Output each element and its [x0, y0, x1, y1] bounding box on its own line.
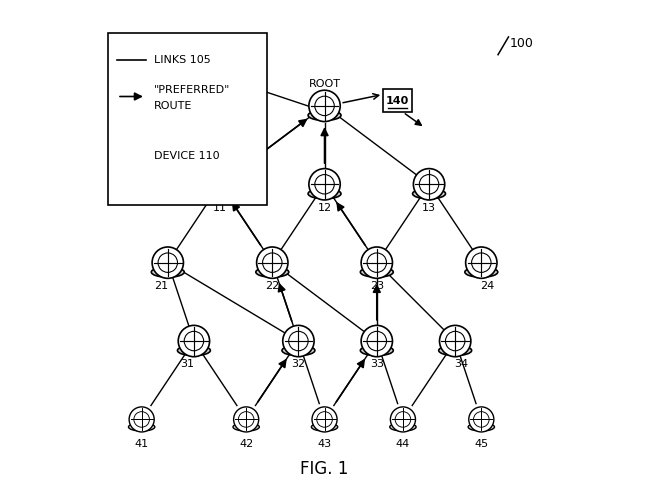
Circle shape	[283, 325, 314, 357]
Text: 100: 100	[510, 37, 534, 50]
FancyBboxPatch shape	[108, 33, 267, 205]
Circle shape	[466, 247, 497, 278]
Text: 41: 41	[135, 439, 149, 449]
Ellipse shape	[390, 423, 416, 431]
Ellipse shape	[360, 267, 393, 277]
Ellipse shape	[151, 267, 184, 277]
Text: 31: 31	[181, 360, 195, 369]
Circle shape	[178, 325, 210, 357]
FancyBboxPatch shape	[190, 64, 229, 95]
Text: 11: 11	[213, 202, 227, 213]
Text: "PREFERRED": "PREFERRED"	[153, 85, 230, 94]
Ellipse shape	[360, 346, 393, 356]
Text: 12: 12	[318, 202, 332, 213]
Ellipse shape	[256, 267, 289, 277]
Circle shape	[152, 247, 184, 278]
Circle shape	[309, 90, 340, 121]
Text: DEVICE 110: DEVICE 110	[153, 150, 219, 161]
Text: 34: 34	[454, 360, 468, 369]
FancyBboxPatch shape	[383, 89, 412, 112]
Circle shape	[312, 407, 337, 432]
Circle shape	[234, 407, 259, 432]
Ellipse shape	[233, 423, 259, 431]
Ellipse shape	[204, 188, 237, 199]
Text: 45: 45	[474, 439, 488, 449]
Ellipse shape	[308, 188, 341, 199]
Text: ROOT: ROOT	[309, 79, 340, 89]
Text: 24: 24	[480, 281, 494, 291]
Ellipse shape	[178, 346, 210, 356]
Text: 120: 120	[198, 80, 221, 90]
Circle shape	[257, 247, 288, 278]
Circle shape	[469, 407, 494, 432]
Text: ROUTE: ROUTE	[153, 101, 192, 111]
Text: 33: 33	[370, 360, 384, 369]
Ellipse shape	[468, 423, 494, 431]
Text: 22: 22	[265, 281, 279, 291]
Ellipse shape	[129, 423, 155, 431]
Circle shape	[361, 247, 393, 278]
Circle shape	[309, 169, 340, 200]
Text: 13: 13	[422, 202, 436, 213]
Text: NMS: NMS	[196, 70, 224, 80]
Circle shape	[204, 169, 236, 200]
Text: 23: 23	[370, 281, 384, 291]
Text: 140: 140	[386, 95, 409, 106]
Ellipse shape	[312, 423, 338, 431]
Text: 21: 21	[155, 281, 169, 291]
Circle shape	[129, 407, 154, 432]
Circle shape	[361, 325, 393, 357]
Text: LINKS 105: LINKS 105	[153, 55, 210, 65]
Ellipse shape	[413, 188, 446, 199]
Text: FIG. 1: FIG. 1	[300, 460, 349, 478]
Text: 43: 43	[318, 439, 332, 449]
Ellipse shape	[117, 160, 146, 169]
Circle shape	[117, 141, 145, 170]
Ellipse shape	[465, 267, 498, 277]
Ellipse shape	[439, 346, 472, 356]
Circle shape	[413, 169, 445, 200]
Ellipse shape	[308, 110, 341, 120]
Text: 32: 32	[291, 360, 306, 369]
Circle shape	[440, 325, 471, 357]
Text: 42: 42	[239, 439, 253, 449]
Ellipse shape	[282, 346, 315, 356]
Circle shape	[391, 407, 415, 432]
Text: 44: 44	[396, 439, 410, 449]
